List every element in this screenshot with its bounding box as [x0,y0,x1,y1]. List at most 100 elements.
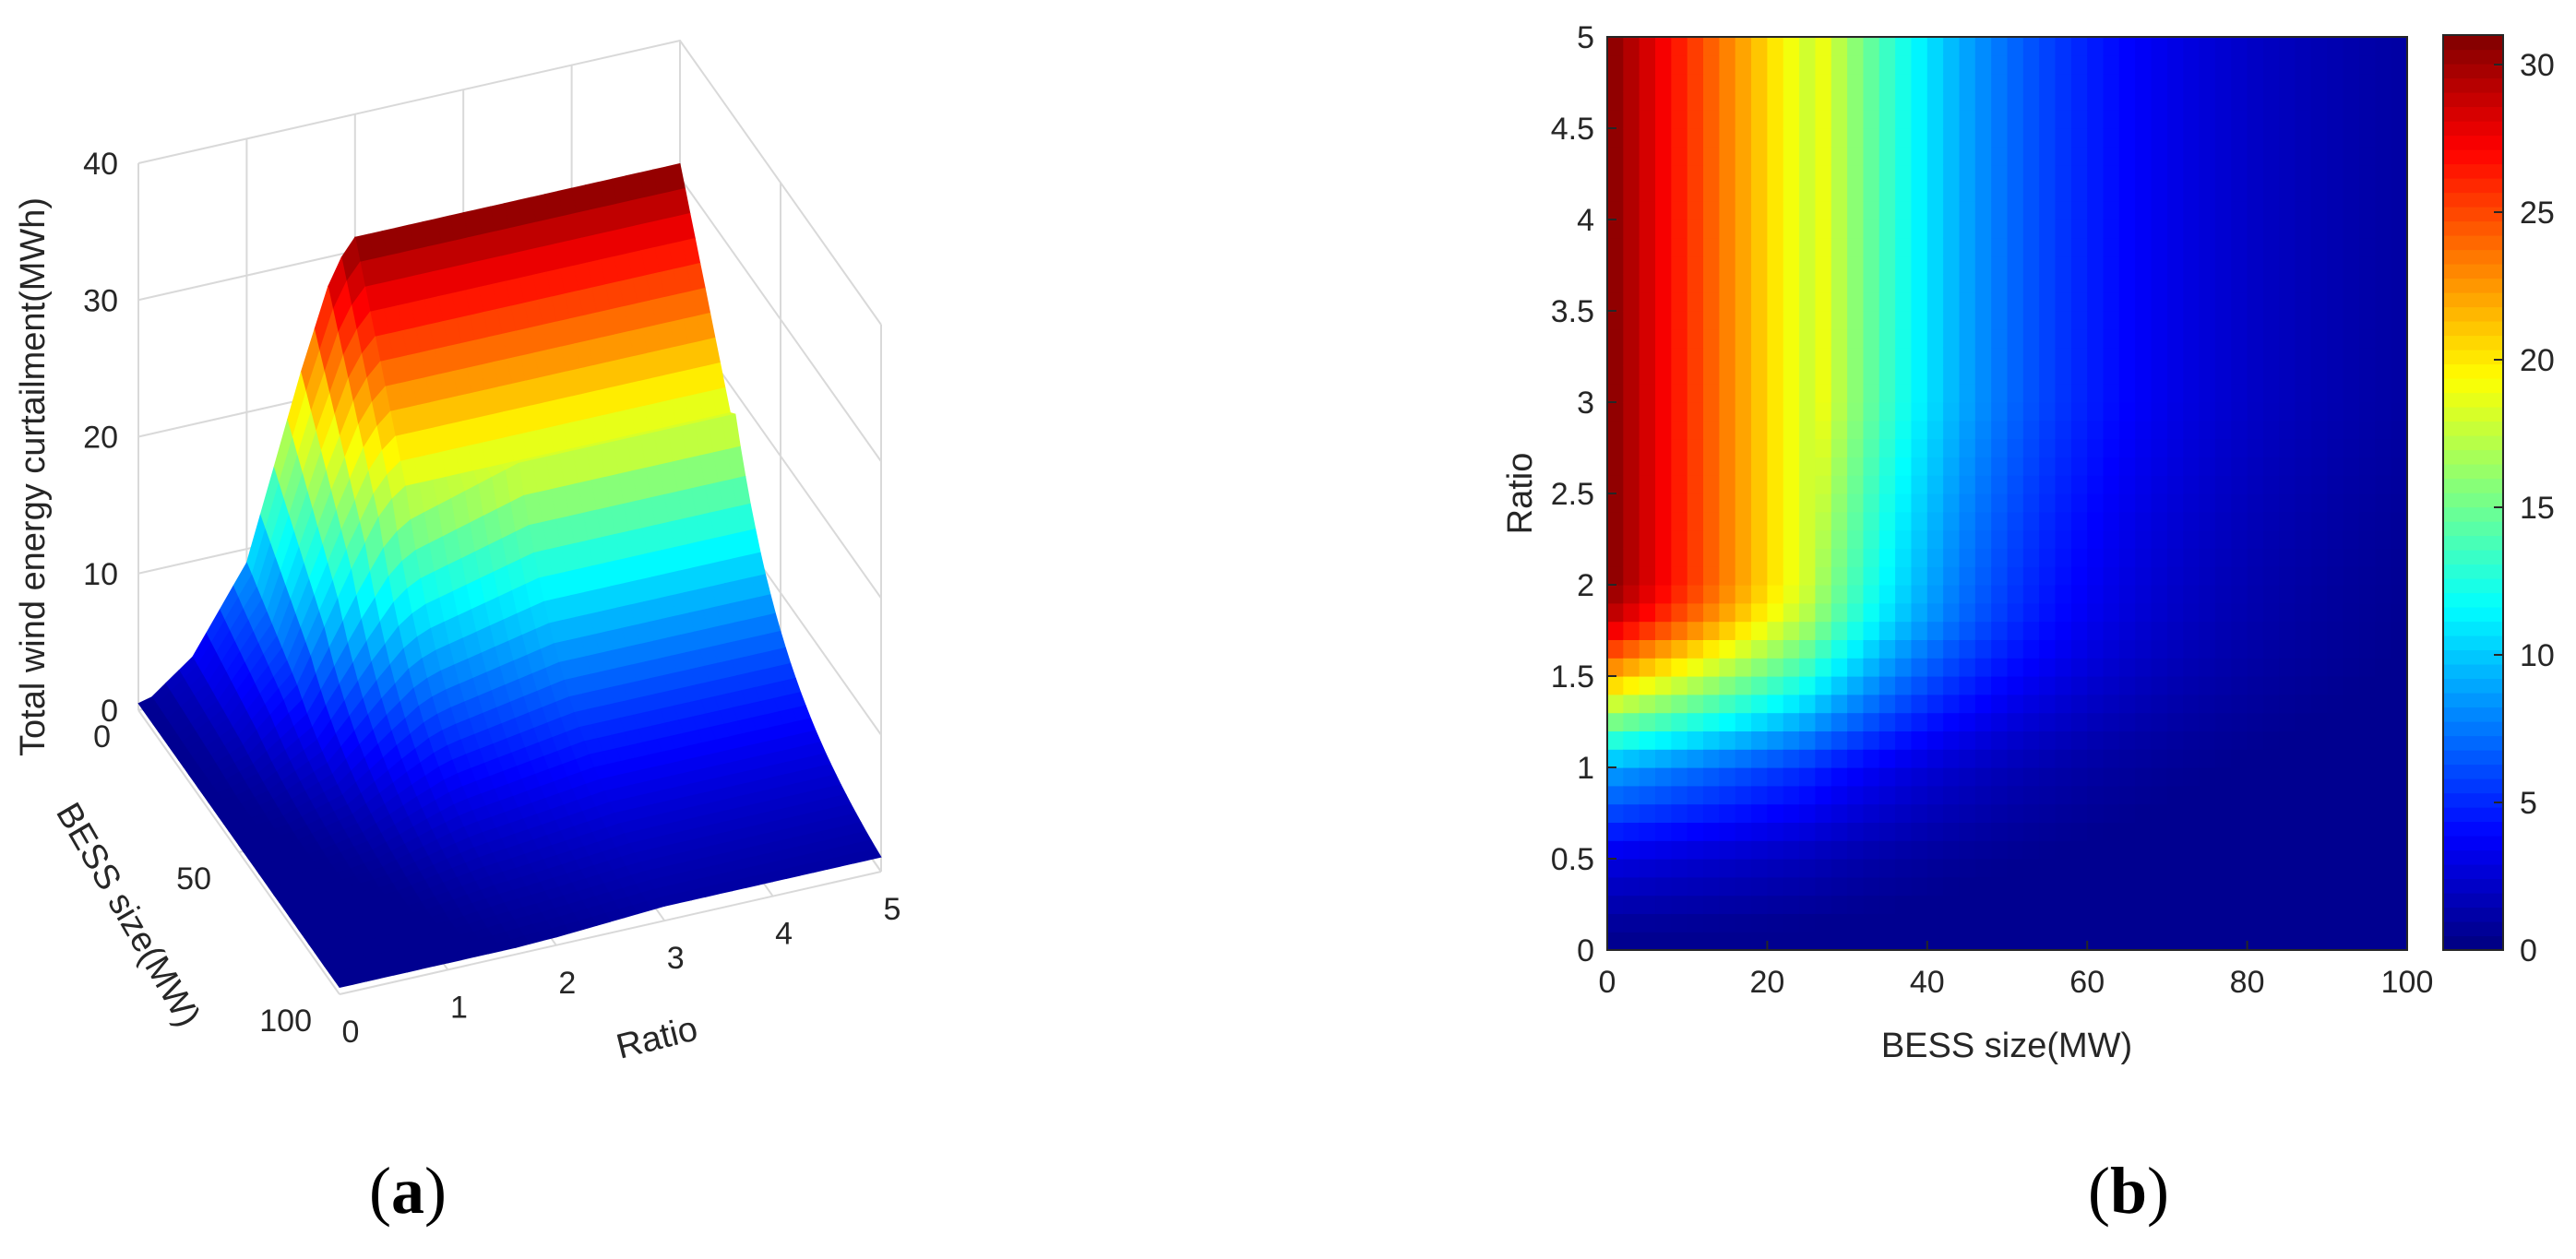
heatmap-cell [1655,876,1672,897]
heatmap-cell [1831,639,1848,659]
heatmap-cell [1974,639,1992,659]
heatmap-cell [2039,840,2057,860]
x-tick-label: 100 [2381,965,2434,1000]
heatmap-cell [1815,274,1832,293]
heatmap-cell [2022,493,2040,513]
heatmap-cell [1815,91,1832,111]
heatmap-cell [1671,730,1688,750]
heatmap-cell [2007,91,2024,111]
heatmap-cell [1671,511,1688,531]
heatmap-cell [1623,146,1640,166]
heatmap-cell [1767,602,1784,623]
heatmap-cell [1974,347,1992,366]
heatmap-cell [2022,639,2040,659]
heatmap-cell [2310,913,2328,932]
heatmap-cell [1783,803,1800,823]
heatmap-cell [2103,493,2120,513]
heatmap-cell [2199,749,2216,768]
heatmap-cell [2247,694,2264,714]
heatmap-cell [1926,785,1944,805]
heatmap-cell [1607,932,1624,951]
heatmap-cell [1847,493,1865,513]
heatmap-cell [2135,511,2153,531]
heatmap-cell [2247,511,2264,531]
heatmap-cell [1863,712,1880,731]
heatmap-cell [1719,183,1736,202]
colorbar-step [2443,564,2503,579]
heatmap-cell [2007,438,2024,457]
heatmap-cell [1767,658,1784,677]
heatmap-cell [1911,128,1928,148]
heatmap-cell [2343,73,2360,92]
x-tick-label: 80 [2230,965,2265,1000]
heatmap-cell [1671,164,1688,184]
heatmap-cell [1719,859,1736,878]
heatmap-cell [2070,785,2088,805]
heatmap-cell [2295,128,2312,148]
heatmap-cell [1655,840,1672,860]
heatmap-cell [1991,859,2009,878]
heatmap-cell [2055,328,2072,349]
heatmap-cell [2070,274,2088,293]
heatmap-cell [1959,511,1976,531]
x-axis-label: BESS size(MW) [48,797,208,1034]
heatmap-cell [1878,803,1896,823]
heatmap-cell [2310,347,2328,366]
heatmap-cell [1926,511,1944,531]
heatmap-cell [1687,730,1704,750]
heatmap-cell [1671,602,1688,623]
heatmap-cell [2135,493,2153,513]
heatmap-cell [1959,529,1976,549]
heatmap-cell [2231,803,2248,823]
heatmap-cell [1767,54,1784,75]
heatmap-cell [2151,767,2168,787]
heatmap-cell [2391,311,2408,330]
heatmap-cell [1655,274,1672,293]
heatmap-cell [1831,384,1848,403]
heatmap-cell [1719,840,1736,860]
heatmap-cell [2103,529,2120,549]
heatmap-cell [1799,128,1817,148]
heatmap-cell [1799,146,1817,166]
heatmap-cell [1703,402,1720,422]
heatmap-cell [1974,73,1992,92]
heatmap-cell [2039,785,2057,805]
heatmap-cell [1878,511,1896,531]
heatmap-cell [2214,511,2232,531]
heatmap-cell [1959,730,1976,750]
heatmap-cell [2070,658,2088,677]
heatmap-cell [1863,658,1880,677]
heatmap-cell [1974,730,1992,750]
heatmap-cell [2214,712,2232,731]
heatmap-cell [1831,37,1848,56]
heatmap-cell [2070,602,2088,623]
heatmap-cell [2262,803,2280,823]
heatmap-cell [1767,493,1784,513]
heatmap-cell [2343,621,2360,640]
heatmap-cell [2358,255,2376,275]
heatmap-cell [2247,658,2264,677]
heatmap-cell [2118,347,2136,366]
heatmap-cell [1831,895,1848,914]
heatmap-cell [2070,146,2088,166]
heatmap-cell [1719,274,1736,293]
heatmap-cell [2087,220,2105,239]
colorbar-step [2443,135,2503,150]
heatmap-cell [2070,457,2088,476]
heatmap-cell [1943,913,1961,932]
heatmap-cell [1847,730,1865,750]
heatmap-cell [2358,602,2376,623]
heatmap-cell [2358,420,2376,440]
heatmap-cell [1863,420,1880,440]
heatmap-cell [1943,73,1961,92]
heatmap-cell [2166,475,2184,494]
heatmap-cell [1703,54,1720,75]
heatmap-cell [1655,475,1672,494]
heatmap-cell [2214,274,2232,293]
heatmap-cell [1767,311,1784,330]
heatmap-cell [1863,146,1880,166]
heatmap-cell [2358,639,2376,659]
heatmap-cell [1623,913,1640,932]
heatmap-cell [2055,128,2072,148]
heatmap-cell [2199,91,2216,111]
